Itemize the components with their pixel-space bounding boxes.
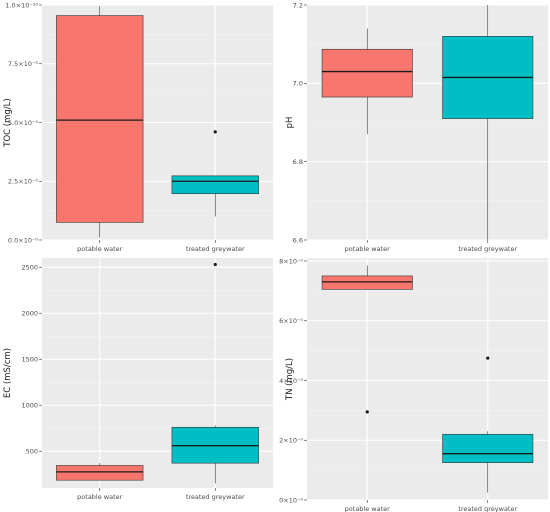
y-tick-label: 0×10⁻⁰ [279, 496, 303, 504]
box-1 [321, 28, 413, 135]
x-tick-label: treated greywater [458, 505, 517, 512]
outlier-point [213, 130, 217, 134]
box-2 [442, 5, 534, 240]
panel-2: 6.6 6.8 7.0 7.2 potable water treated greywat… [285, 1, 548, 253]
box-body [442, 433, 534, 463]
y-tick-label: 7.2 [293, 1, 303, 9]
box-1 [56, 463, 144, 481]
y-tick-label: 1000 [21, 402, 38, 410]
y-tick-label: 1500 [21, 356, 38, 364]
box-body [321, 275, 413, 290]
y-axis-label: TOC (mg/L) [3, 98, 13, 147]
panel-background [307, 258, 548, 500]
box-2 [171, 130, 259, 217]
y-tick-label: 6.8 [293, 158, 303, 166]
y-tick-label: 0.0×10⁻⁰ [8, 236, 38, 244]
panel-3: 500 1000 1500 2000 2500 potable water treated … [3, 258, 273, 501]
y-tick-label: 5.0×10⁻⁰ [8, 119, 38, 127]
box-1 [56, 6, 144, 238]
y-tick-label: 6×10⁻⁰ [279, 317, 303, 325]
y-axis-label: EC (mS/cm) [3, 348, 13, 398]
y-tick-label: 7.5×10⁻⁰ [8, 60, 38, 68]
x-tick-label: potable water [77, 493, 122, 501]
y-tick-label: 1.0×10⁻¹⁰ [5, 1, 38, 9]
y-tick-label: 6.6 [293, 236, 303, 244]
y-axis-label: TN (mg/L) [285, 358, 295, 401]
y-tick-label: 2.5×10⁻⁰ [8, 178, 38, 186]
box-1 [321, 265, 413, 414]
x-tick-label: potable water [345, 505, 390, 512]
x-tick-label: treated greywater [186, 493, 245, 501]
y-tick-label: 2500 [21, 264, 38, 272]
y-axis-label: pH [285, 117, 295, 129]
box-body [171, 175, 259, 195]
x-tick-label: potable water [345, 245, 390, 253]
y-tick-label: 7.0 [293, 80, 303, 88]
y-tick-label: 2000 [21, 310, 38, 318]
y-tick-label: 4×10⁻⁰ [279, 377, 303, 385]
box-2 [171, 262, 259, 484]
x-tick-label: treated greywater [186, 245, 245, 253]
outlier-point [213, 262, 217, 267]
box-body [56, 15, 144, 223]
y-tick-label: 2×10⁻⁰ [279, 437, 303, 445]
y-tick-label: 8×10⁻⁰ [279, 257, 303, 265]
panel-1: 0.0×10⁻⁰ 2.5×10⁻⁰ 5.0×10⁻⁰ 7.5×10⁻⁰ 1.0×10⁻¹… [3, 1, 273, 253]
x-tick-label: treated greywater [458, 245, 517, 253]
box-body [56, 465, 144, 481]
outlier-point [365, 410, 369, 414]
y-tick-label: 500 [26, 448, 38, 456]
box-body [321, 48, 413, 98]
x-tick-label: potable water [77, 245, 122, 253]
outlier-point [486, 356, 490, 360]
panel-4: 0×10⁻⁰ 2×10⁻⁰ 4×10⁻⁰ 6×10⁻⁰ 8×10⁻⁰ potable wa… [279, 257, 548, 512]
box-2 [442, 356, 534, 493]
